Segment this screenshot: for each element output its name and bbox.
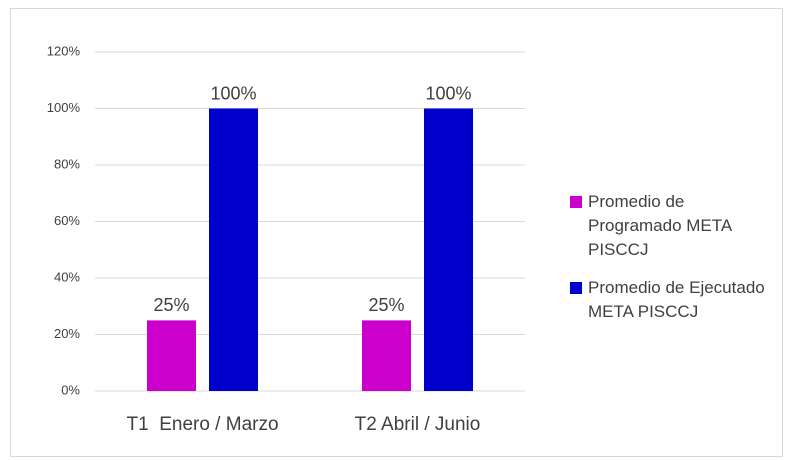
legend: Promedio de Programado META PISCCJ Promed… (570, 190, 770, 338)
y-tick-label: 80% (54, 156, 80, 171)
legend-item: Promedio de Ejecutado META PISCCJ (570, 276, 770, 324)
y-tick-label: 120% (47, 43, 81, 58)
y-tick-label: 60% (54, 213, 80, 228)
chart-border (10, 8, 783, 457)
bar (209, 108, 258, 391)
value-label: 25% (368, 295, 404, 315)
y-tick-label: 40% (54, 269, 80, 284)
bar (362, 320, 411, 391)
value-label: 100% (425, 83, 471, 103)
bar (147, 320, 196, 391)
y-tick-label: 100% (47, 100, 81, 115)
legend-item: Promedio de Programado META PISCCJ (570, 190, 770, 262)
legend-label: Promedio de Programado META PISCCJ (588, 192, 732, 259)
legend-swatch (570, 282, 582, 294)
x-tick-label: T1 Enero / Marzo (126, 414, 278, 435)
value-label: 25% (153, 295, 189, 315)
value-label: 100% (210, 83, 256, 103)
bar (424, 108, 473, 391)
x-tick-label: T2 Abril / Junio (355, 414, 481, 435)
legend-swatch (570, 196, 582, 208)
legend-label: Promedio de Ejecutado META PISCCJ (588, 278, 765, 321)
y-tick-label: 20% (54, 326, 80, 341)
y-tick-label: 0% (61, 382, 80, 397)
